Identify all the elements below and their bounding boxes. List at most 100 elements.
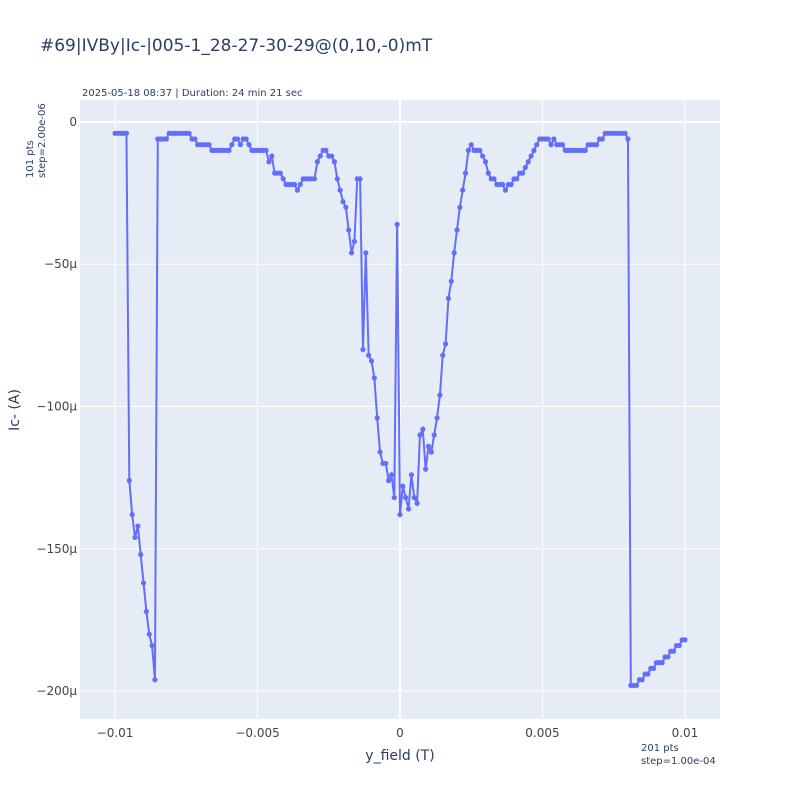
point: [534, 142, 540, 148]
point: [431, 432, 437, 438]
point: [622, 130, 628, 136]
point: [360, 346, 366, 353]
point: [403, 494, 409, 501]
point: [152, 677, 158, 683]
point: [340, 199, 346, 205]
point: [440, 352, 446, 358]
y-axis-label: Ic- (A): [7, 389, 23, 431]
point: [334, 176, 340, 182]
point: [414, 500, 420, 506]
point: [277, 170, 283, 176]
point: [468, 142, 474, 148]
point: [502, 187, 509, 193]
point: [186, 130, 192, 136]
point: [437, 392, 443, 398]
point: [420, 426, 426, 432]
point: [423, 466, 429, 472]
point: [665, 654, 671, 660]
point: [311, 176, 318, 182]
point: [514, 176, 520, 182]
point: [163, 136, 169, 142]
x-tick-label: 0: [396, 726, 404, 740]
point: [531, 147, 537, 153]
point: [229, 142, 235, 148]
point: [363, 250, 369, 256]
point: [545, 136, 551, 142]
point: [548, 142, 554, 148]
x-tick-label: −0.01: [97, 726, 134, 740]
point: [206, 142, 212, 148]
point: [123, 130, 130, 136]
point: [331, 159, 338, 165]
point: [519, 170, 526, 176]
point: [366, 352, 372, 358]
point: [485, 170, 491, 176]
point: [639, 677, 645, 683]
point: [126, 477, 132, 484]
point: [129, 512, 135, 518]
point: [132, 534, 138, 541]
point: [599, 136, 605, 142]
point: [528, 153, 534, 159]
point: [263, 147, 269, 153]
point: [280, 176, 286, 182]
point: [388, 472, 395, 478]
point: [499, 181, 506, 188]
point: [368, 358, 375, 364]
point: [266, 159, 272, 165]
y-tick-label: −50μ: [44, 257, 77, 271]
point: [377, 449, 383, 455]
point: [442, 341, 449, 347]
point: [140, 580, 147, 586]
point: [405, 506, 412, 512]
grid: [80, 100, 720, 719]
y-tick-label: −150μ: [36, 542, 77, 556]
point: [348, 250, 355, 256]
point: [594, 142, 600, 148]
point: [451, 250, 457, 256]
point: [143, 608, 149, 615]
point: [559, 142, 566, 148]
point: [428, 449, 434, 455]
point: [343, 204, 349, 210]
y-note: 101 pts: [25, 140, 36, 178]
point: [551, 136, 557, 142]
x-tick-label: 0.005: [525, 726, 559, 740]
x-note: 201 pts: [641, 743, 679, 754]
point: [329, 153, 335, 159]
point: [135, 523, 141, 529]
point: [508, 181, 514, 188]
point: [291, 181, 298, 188]
point: [246, 142, 252, 148]
point: [434, 415, 440, 421]
point: [346, 227, 352, 233]
point: [457, 204, 463, 210]
point: [477, 147, 483, 153]
point: [314, 159, 320, 165]
point: [411, 494, 417, 501]
point: [676, 642, 682, 649]
point: [294, 187, 301, 193]
point: [146, 631, 152, 637]
point: [460, 187, 466, 193]
point: [454, 227, 460, 233]
y-tick-label: −100μ: [36, 400, 77, 414]
point: [491, 176, 497, 182]
point: [522, 164, 528, 171]
x-axis-label: y_field (T): [365, 748, 434, 764]
point: [237, 142, 244, 148]
point: [351, 238, 358, 245]
y-tick-label: 0: [69, 115, 77, 129]
chart-title: #69|IVBy|Ic-|005-1_28-27-30-29@(0,10,-0)…: [40, 36, 433, 56]
point: [323, 147, 329, 153]
point: [397, 512, 403, 518]
point: [465, 147, 471, 153]
point: [192, 136, 198, 142]
point: [226, 147, 232, 153]
x-tick-label: 0.01: [672, 726, 699, 740]
point: [357, 176, 363, 182]
y-note: step=2.00e-06: [37, 103, 48, 178]
point: [670, 648, 677, 654]
